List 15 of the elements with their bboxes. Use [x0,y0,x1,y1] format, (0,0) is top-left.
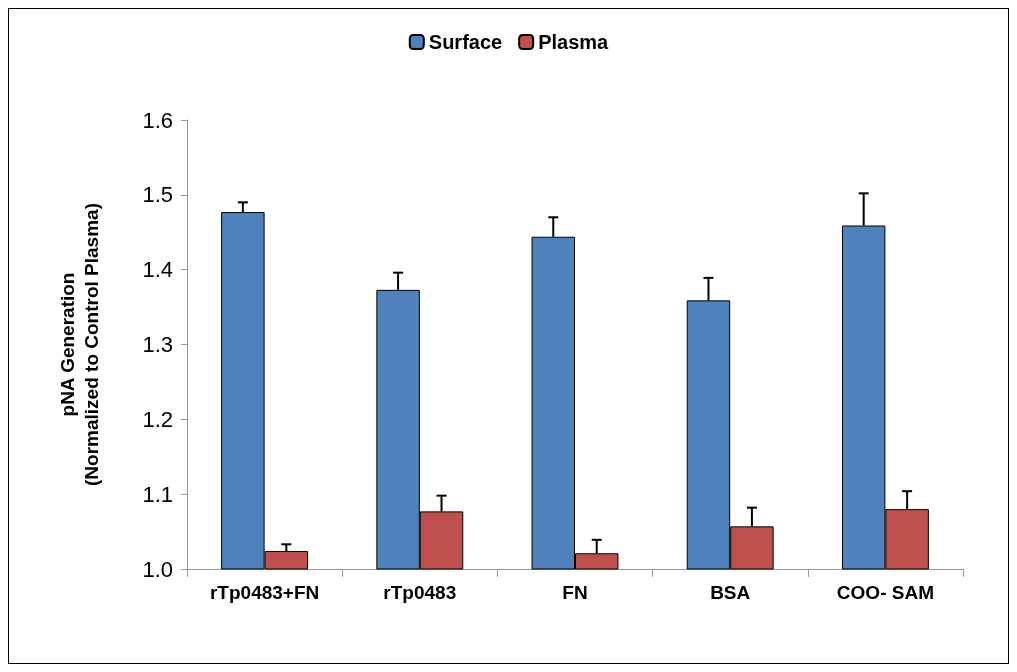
y-tick-label: 1.3 [142,332,173,357]
y-axis-title: pNA Generation (Normalized to Control Plasma) [56,203,102,486]
y-tick-label: 1.1 [142,481,173,507]
y-tick-label: 1.6 [142,107,173,133]
y-tick-label: 1.2 [142,406,173,432]
y-tick-label: 1.4 [142,257,173,283]
x-tick-label: FN [562,582,588,603]
x-tick-label: COO- SAM [836,582,934,603]
x-tick-label: rTp0483+FN [209,582,320,603]
y-tick-label: 1.0 [142,556,173,582]
y-tick-label: 1.5 [142,182,173,208]
x-tick-label: rTp0483 [383,582,457,603]
legend-label: Plasma [538,31,610,53]
legend-label: Surface [428,31,503,53]
x-tick-label: BSA [710,582,751,603]
